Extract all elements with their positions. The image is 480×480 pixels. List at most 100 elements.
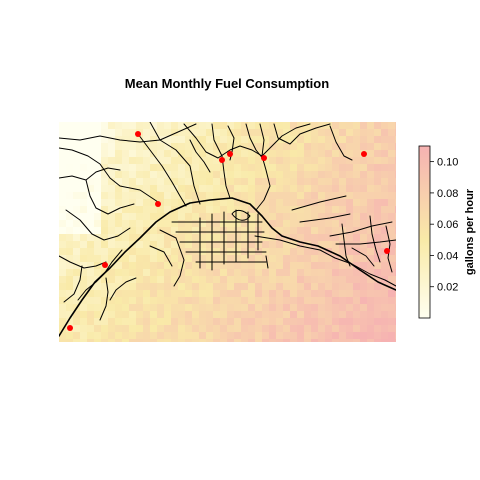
raster-cell (276, 129, 283, 136)
raster-cell (66, 171, 73, 178)
raster-cell (367, 248, 374, 255)
raster-cell (164, 290, 171, 297)
raster-cell (381, 206, 388, 213)
raster-cell (311, 199, 318, 206)
raster-cell (248, 283, 255, 290)
raster-cell (297, 206, 304, 213)
raster-cell (297, 325, 304, 332)
raster-cell (346, 136, 353, 143)
raster-cell (108, 290, 115, 297)
raster-cell (241, 143, 248, 150)
raster-cell (269, 206, 276, 213)
raster-cell (80, 164, 87, 171)
raster-cell (66, 150, 73, 157)
raster-cell (248, 332, 255, 339)
raster-cell (381, 269, 388, 276)
raster-cell (381, 213, 388, 220)
raster-cell (206, 304, 213, 311)
raster-cell (283, 213, 290, 220)
raster-cell (171, 157, 178, 164)
raster-cell (199, 269, 206, 276)
raster-cell (374, 311, 381, 318)
raster-cell (276, 248, 283, 255)
raster-cell (80, 199, 87, 206)
raster-cell (248, 185, 255, 192)
raster-cell (192, 234, 199, 241)
raster-cell (367, 332, 374, 339)
raster-cell (136, 213, 143, 220)
raster-cell (318, 206, 325, 213)
raster-cell (213, 339, 220, 342)
raster-cell (248, 241, 255, 248)
raster-cell (276, 262, 283, 269)
raster-cell (199, 129, 206, 136)
raster-cell (129, 325, 136, 332)
raster-cell (150, 206, 157, 213)
raster-cell (374, 178, 381, 185)
raster-cell (192, 339, 199, 342)
raster-cell (192, 255, 199, 262)
raster-cell (59, 262, 66, 269)
raster-cell (122, 262, 129, 269)
raster-cell (94, 325, 101, 332)
raster-cell (157, 129, 164, 136)
raster-cell (150, 234, 157, 241)
raster-cell (213, 185, 220, 192)
raster-cell (178, 304, 185, 311)
raster-cell (87, 297, 94, 304)
east-road (329, 221, 393, 237)
raster-cell (353, 318, 360, 325)
raster-cell (339, 234, 346, 241)
raster-cell (367, 122, 374, 129)
raster-cell (367, 297, 374, 304)
raster-cell (59, 248, 66, 255)
raster-cell (150, 269, 157, 276)
raster-cell (227, 129, 234, 136)
raster-cell (283, 185, 290, 192)
raster-cell (94, 143, 101, 150)
raster-cell (73, 248, 80, 255)
raster-cell (360, 339, 367, 342)
raster-cell (227, 213, 234, 220)
raster-cell (318, 122, 325, 129)
raster-cell (157, 290, 164, 297)
raster-cell (374, 122, 381, 129)
raster-cell (360, 241, 367, 248)
raster-cell (388, 171, 395, 178)
raster-cell (304, 136, 311, 143)
raster-cell (157, 255, 164, 262)
raster-cell (115, 129, 122, 136)
raster-cell (122, 311, 129, 318)
raster-cell (304, 150, 311, 157)
raster-cell (332, 332, 339, 339)
raster-cell (283, 136, 290, 143)
raster-cell (374, 339, 381, 342)
raster-cell (220, 297, 227, 304)
raster-cell (269, 290, 276, 297)
raster-cell (318, 136, 325, 143)
raster-cell (213, 283, 220, 290)
raster-cell (178, 234, 185, 241)
raster-cell (220, 304, 227, 311)
raster-cell (192, 122, 199, 129)
raster-cell (346, 269, 353, 276)
raster-cell (157, 206, 164, 213)
raster-cell (269, 234, 276, 241)
raster-cell (143, 262, 150, 269)
raster-cell (290, 325, 297, 332)
raster-cell (297, 339, 304, 342)
raster-cell (276, 325, 283, 332)
legend-color-bar (418, 145, 431, 319)
raster-cell (108, 220, 115, 227)
raster-cell (304, 178, 311, 185)
raster-cell (339, 248, 346, 255)
raster-cell (262, 241, 269, 248)
raster-cell (220, 199, 227, 206)
west-road-3 (99, 277, 109, 321)
raster-cell (199, 283, 206, 290)
raster-cell (255, 178, 262, 185)
raster-cell (353, 262, 360, 269)
raster-cell (339, 122, 346, 129)
raster-cell (213, 199, 220, 206)
raster-cell (178, 136, 185, 143)
